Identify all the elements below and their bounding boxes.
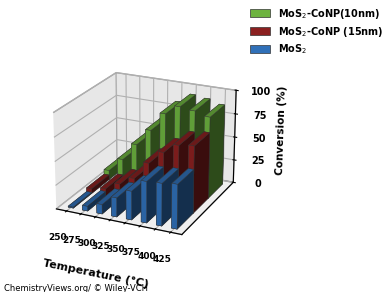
Legend: MoS$_2$-CoNP(10nm), MoS$_2$-CoNP (15nm), MoS$_2$: MoS$_2$-CoNP(10nm), MoS$_2$-CoNP (15nm),…	[248, 5, 385, 58]
X-axis label: Temperature (°C): Temperature (°C)	[43, 258, 150, 290]
Text: ChemistryViews.org/ © Wiley-VCH: ChemistryViews.org/ © Wiley-VCH	[4, 284, 148, 292]
